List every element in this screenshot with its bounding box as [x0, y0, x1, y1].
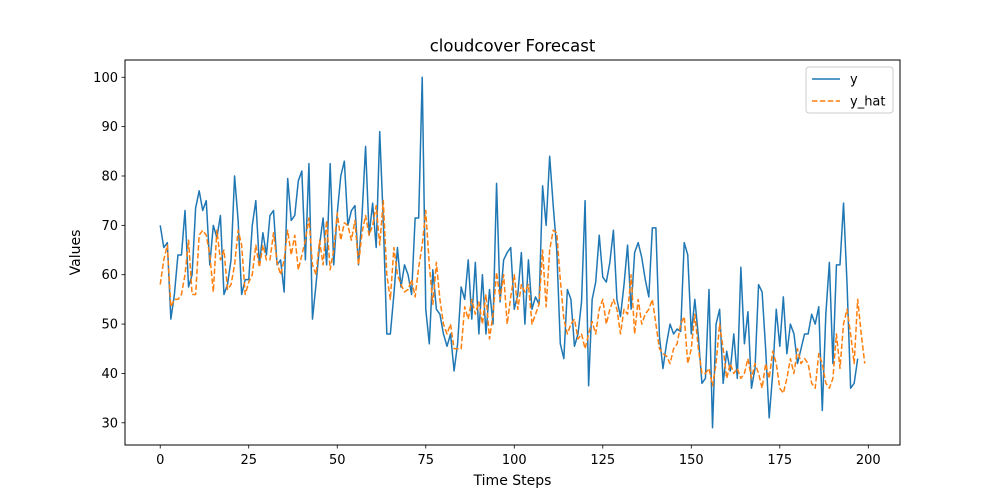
x-tick-label: 125	[590, 453, 615, 468]
legend-label-y-hat: y_hat	[850, 95, 886, 110]
x-tick-label: 175	[767, 453, 792, 468]
plot-layer	[159, 76, 866, 429]
x-tick-label: 25	[240, 453, 257, 468]
y-tick-label: 80	[101, 169, 118, 184]
legend-label-y: y	[850, 73, 858, 88]
x-tick-label: 100	[502, 453, 527, 468]
x-tick-label: 200	[856, 453, 881, 468]
plot-frame	[124, 59, 901, 446]
y-axis: 30 40 50 60 70 80 90 100	[93, 71, 125, 431]
y-tick-label: 40	[101, 367, 118, 382]
legend: y y_hat	[805, 66, 894, 114]
y-axis-label: Values	[68, 230, 84, 276]
x-tick-label: 0	[156, 453, 164, 468]
x-axis: 0 25 50 75 100 125 150 175 200	[156, 445, 881, 468]
y-tick-label: 100	[93, 71, 118, 86]
y-tick-label: 70	[101, 219, 118, 234]
chart-title: cloudcover Forecast	[430, 37, 596, 56]
x-tick-label: 150	[679, 453, 704, 468]
series-line-y-hat	[159, 199, 866, 394]
y-tick-label: 90	[101, 120, 118, 135]
x-axis-label: Time Steps	[473, 473, 552, 489]
x-tick-label: 75	[417, 453, 434, 468]
y-tick-label: 50	[101, 318, 118, 333]
x-tick-label: 50	[329, 453, 346, 468]
y-tick-label: 60	[101, 268, 118, 283]
y-tick-label: 30	[101, 416, 118, 431]
